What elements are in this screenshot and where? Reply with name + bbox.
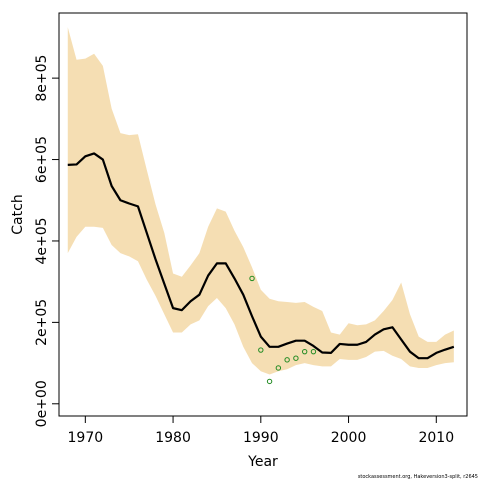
y-tick-label: 8e+05 (34, 55, 50, 102)
data-point (284, 357, 290, 363)
x-axis-title: Year (247, 454, 278, 470)
data-point (301, 348, 308, 355)
data-point (275, 365, 282, 371)
x-axis: 1970 1980 1990 2000 2010 (68, 416, 454, 446)
data-point (258, 347, 264, 353)
x-tick-label: 2010 (418, 430, 454, 446)
y-tick-label: 2e+05 (34, 299, 50, 346)
y-axis-title: Catch (10, 194, 26, 234)
y-tick-label: 0e+00 (34, 380, 50, 427)
data-point (249, 275, 255, 282)
data-point (310, 348, 317, 355)
catch-estimate-line (67, 152, 455, 360)
x-tick-label: 2000 (331, 430, 367, 446)
data-point (266, 378, 273, 385)
confidence-band (67, 27, 454, 375)
y-axis: 0e+00 2e+05 4e+05 6e+05 8e+05 (34, 55, 59, 427)
plot-frame (58, 12, 468, 417)
x-tick-label: 1990 (243, 430, 279, 446)
credit-text: stockassessment.org, Hakeversion3-split,… (358, 474, 478, 480)
data-point (293, 355, 299, 361)
observed-catch-points (249, 275, 317, 385)
y-tick-label: 6e+05 (34, 136, 50, 183)
x-tick-label: 1980 (155, 430, 191, 446)
x-tick-label: 1970 (68, 430, 104, 446)
y-tick-label: 4e+05 (34, 217, 50, 264)
